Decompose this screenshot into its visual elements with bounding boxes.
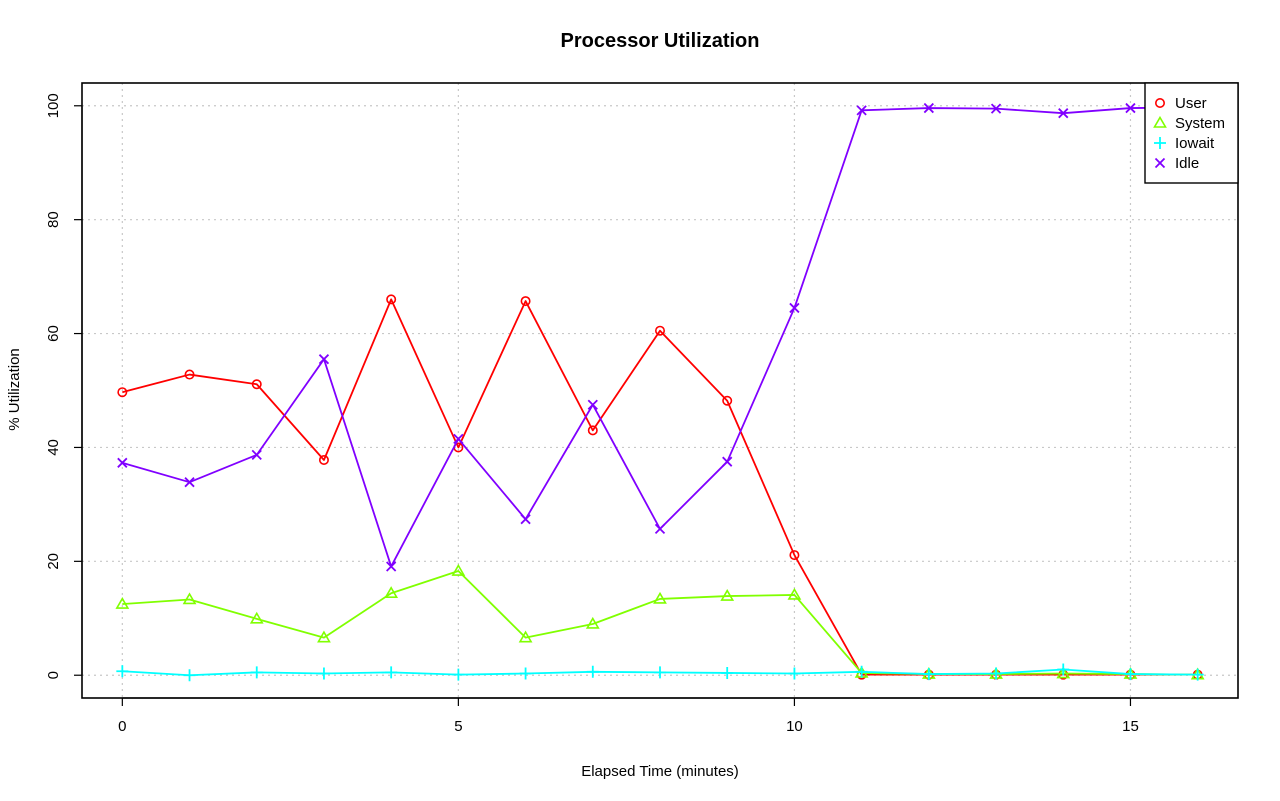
legend: User System Iowait Idle [1144,82,1239,184]
legend-marker [1153,115,1167,128]
data-point [520,514,531,525]
data-point [654,325,665,336]
data-point [386,294,397,305]
data-point [585,616,600,629]
data-point [990,667,1003,680]
data-point [720,588,735,601]
x-tick-label: 0 [118,718,126,735]
data-point [722,395,733,406]
data-point [386,561,397,572]
y-tick-label: 0 [45,671,62,679]
data-point [922,668,935,681]
legend-label: User [1175,95,1207,112]
data-point [182,592,197,605]
data-point [587,425,598,436]
y-tick-label: 60 [45,325,62,342]
data-point [722,456,733,467]
data-point [653,591,667,604]
legend-label: Idle [1175,155,1199,172]
data-point [183,669,196,682]
data-point [251,379,262,390]
data-point [251,449,262,460]
data-point [586,665,599,678]
legend-marker [1154,157,1166,169]
data-point [654,666,666,679]
data-point [1191,668,1204,681]
gridlines [82,83,1238,698]
data-point [117,387,128,398]
x-tick-label: 15 [1122,718,1139,735]
y-tick-label: 40 [45,439,62,456]
data-point [787,587,802,600]
data-point [789,550,800,561]
data-point [1056,666,1071,679]
data-point [518,630,533,643]
x-tick-label: 5 [454,718,462,735]
legend-marker [1155,98,1166,109]
legend-marker [1154,137,1166,149]
data-point [788,667,801,680]
data-point [654,523,666,535]
data-point [519,667,532,680]
legend-label: Iowait [1175,135,1215,152]
data-point [184,477,195,488]
data-point [452,668,465,681]
data-point [587,399,598,410]
data-point [317,630,331,643]
data-point [317,667,330,680]
axes: 0 5 10 15 0 20 40 60 80 100 Elapsed Time (minutes)… [6,82,1239,780]
data-point [453,433,464,445]
data-point [1057,663,1070,676]
x-axis-title: Elapsed Time (minutes) [581,763,739,780]
data-point [856,105,867,116]
legend-item-system: System [1153,115,1225,132]
data-point [520,296,531,307]
plot-frame [81,82,1239,699]
series-user [117,294,1203,680]
series-system [115,563,1205,680]
data-point [721,666,734,679]
data-point [318,354,330,365]
data-point [384,586,399,599]
y-axis-title: % Utilization [6,348,23,431]
data-point [923,102,934,114]
series-line [122,298,1198,676]
series-iowait [116,663,1204,682]
series-line [122,570,1198,676]
data-point [116,665,129,678]
x-tick-label: 10 [786,718,803,735]
legend-item-user: User [1155,95,1207,112]
series-idle [117,102,1203,572]
data-point [249,611,264,624]
series-line [122,106,1198,568]
data-point [990,103,1002,114]
y-tick-label: 80 [45,211,62,228]
data-point [385,666,398,679]
y-tick-label: 20 [45,553,62,570]
data-point [184,369,195,380]
data-point [789,302,800,314]
legend-label: System [1175,115,1225,132]
data-point [318,454,329,465]
data-point [117,457,128,468]
legend-item-iowait: Iowait [1154,135,1215,152]
data-point [1058,108,1069,119]
data-point [451,563,466,576]
data-point [250,666,263,679]
data-point [115,596,130,609]
legend-item-idle: Idle [1154,155,1199,172]
series-layer [115,102,1205,682]
data-point [1125,102,1136,114]
chart-title: Processor Utilization [560,30,760,52]
data-point [1124,668,1137,681]
legend-box [1144,82,1239,184]
y-tick-label: 100 [45,93,62,118]
data-point [855,665,868,678]
